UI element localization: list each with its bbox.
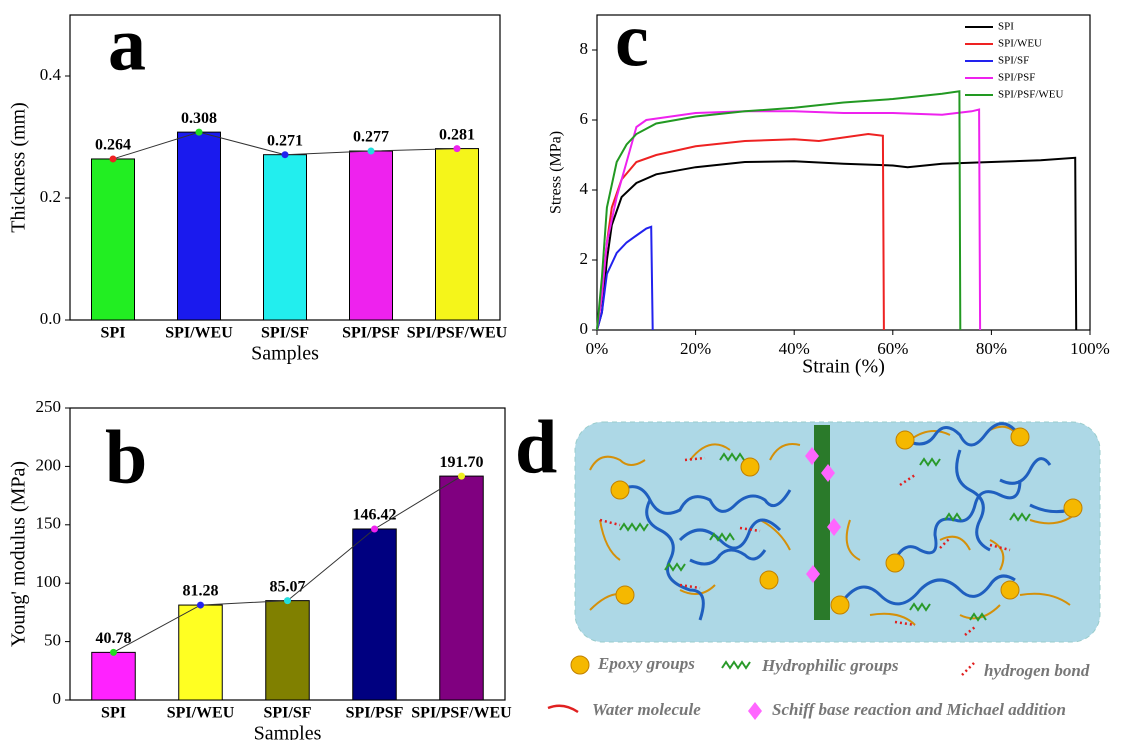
marker — [453, 145, 461, 153]
panel-label: b — [105, 415, 147, 499]
legend-label: SPI/WEU — [998, 38, 1042, 50]
x-tick-label: SPI/WEU — [165, 325, 233, 342]
value-label: 146.42 — [353, 507, 397, 524]
x-tick-label: 0% — [586, 339, 609, 358]
y-tick-label: 150 — [36, 514, 62, 533]
y-tick-label: 2 — [580, 249, 589, 268]
x-tick-label: 100% — [1070, 339, 1110, 358]
bar — [91, 158, 135, 321]
y-tick-label: 6 — [580, 109, 589, 128]
bar — [91, 651, 136, 701]
marker — [458, 472, 465, 480]
panel-label: d — [515, 405, 557, 489]
legend-water-icon — [547, 704, 579, 714]
value-label: 0.308 — [181, 110, 217, 127]
y-tick-label: 0.2 — [40, 187, 61, 206]
x-tick-label: 20% — [680, 339, 711, 358]
y-tick-label: 0 — [53, 689, 62, 708]
bar — [439, 475, 484, 701]
value-label: 85.07 — [270, 578, 306, 595]
panel-label: a — [108, 2, 146, 86]
marker — [284, 597, 291, 605]
bar — [177, 131, 221, 321]
y-tick-label: 50 — [44, 631, 61, 650]
marker — [197, 601, 204, 609]
x-tick-label: 40% — [779, 339, 810, 358]
legend-hydrophilic-icon — [721, 660, 751, 670]
legend-label: SPI/SF — [998, 55, 1029, 67]
x-tick-label: SPI — [101, 705, 126, 722]
legend-text: Schiff base reaction and Michael additio… — [772, 700, 1066, 719]
y-tick-label: 4 — [580, 179, 589, 198]
y-tick-label: 250 — [36, 397, 62, 416]
value-label: 191.70 — [440, 454, 484, 471]
y-tick-label: 0.0 — [40, 309, 61, 328]
x-tick-label: SPI/PSF/WEU — [411, 705, 512, 722]
legend-label: SPI — [998, 21, 1014, 33]
line-series — [596, 156, 1078, 331]
x-axis-title: Samples — [251, 343, 319, 365]
marker — [109, 155, 117, 163]
x-tick-label: SPI/PSF — [342, 325, 400, 342]
marker — [371, 525, 378, 533]
line-series — [596, 225, 654, 331]
legend-text: Epoxy groups — [597, 654, 695, 673]
plot-frame — [596, 14, 1091, 331]
x-tick-label: SPI/SF — [261, 325, 309, 342]
legend-schiff-icon — [748, 702, 762, 720]
y-tick-label: 8 — [580, 39, 589, 58]
x-tick-label: SPI/PSF — [346, 705, 404, 722]
marker — [367, 147, 375, 155]
x-axis-title: Samples — [254, 723, 322, 740]
y-axis-title: Thickness (mm) — [8, 102, 30, 233]
x-tick-label: 60% — [877, 339, 908, 358]
x-tick-label: 80% — [976, 339, 1007, 358]
polymer-chains — [619, 422, 1071, 621]
x-tick-label: SPI/WEU — [167, 705, 235, 722]
value-label: 40.78 — [96, 630, 132, 647]
legend-text: hydrogen bond — [984, 661, 1090, 680]
marker — [110, 648, 117, 656]
value-label: 0.271 — [267, 132, 303, 149]
y-tick-label: 0 — [580, 319, 589, 338]
value-label: 0.264 — [95, 137, 131, 154]
x-tick-label: SPI/PSF/WEU — [407, 325, 508, 342]
value-label: 0.281 — [439, 126, 475, 143]
marker — [195, 128, 203, 136]
legend-hbond-icon — [961, 660, 977, 676]
value-label: 0.277 — [353, 129, 389, 146]
x-tick-label: SPI — [101, 325, 126, 342]
y-tick-label: 100 — [36, 572, 62, 591]
legend-text: Water molecule — [592, 700, 701, 719]
y-axis-title: Young' modulus (MPa) — [8, 461, 30, 647]
schiff-sites — [805, 447, 841, 583]
bar — [352, 528, 397, 701]
legend-text: Hydrophilic groups — [761, 656, 899, 675]
legend-epoxy-icon — [570, 655, 590, 675]
line-series — [596, 90, 962, 331]
bar — [349, 150, 393, 321]
bar — [435, 148, 479, 321]
line-series — [596, 108, 982, 331]
panel-label: c — [615, 0, 649, 82]
diagram-box — [574, 421, 1101, 643]
bar — [178, 604, 223, 701]
y-tick-label: 200 — [36, 455, 62, 474]
diagram: Epoxy groups Hydrophilic groups hydrogen… — [515, 405, 1101, 720]
x-tick-label: SPI/SF — [263, 705, 311, 722]
epoxy-groups — [610, 427, 1083, 615]
y-tick-label: 0.4 — [40, 65, 62, 84]
hydrophilic-groups — [619, 452, 1031, 622]
value-label: 81.28 — [183, 583, 219, 600]
legend-label: SPI/PSF/WEU — [998, 89, 1063, 101]
hydrogen-bonds — [599, 456, 1011, 636]
legend-label: SPI/PSF — [998, 72, 1035, 84]
marker — [281, 151, 289, 159]
bar — [265, 600, 310, 701]
bar — [263, 154, 307, 321]
y-axis-title: Stress (MPa) — [548, 131, 565, 214]
x-axis-title: Strain (%) — [802, 356, 885, 378]
